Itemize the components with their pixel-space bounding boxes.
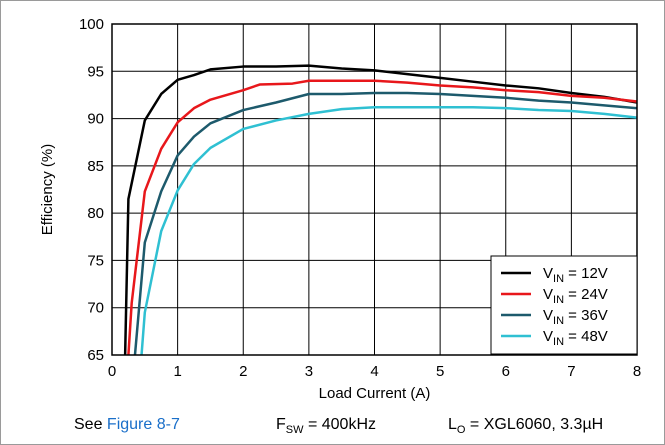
x-tick-label: 8 — [633, 363, 641, 380]
x-tick-label: 2 — [239, 363, 247, 380]
legend-suffix: = — [564, 307, 581, 324]
caption-see-reference: See Figure 8-7 — [74, 416, 180, 434]
plot-border — [111, 23, 638, 356]
x-tick-label: 4 — [370, 363, 378, 380]
x-tick-label: 7 — [567, 363, 575, 380]
legend-suffix: = — [564, 286, 581, 303]
figure-link[interactable]: Figure 8-7 — [106, 416, 180, 433]
caption-see-text: See — [74, 416, 103, 433]
lo-value: = XGL6060, 3.3µH — [465, 416, 604, 433]
caption-inductor: LO = XGL6060, 3.3µH — [448, 416, 603, 436]
legend-prefix: V — [543, 328, 553, 345]
y-axis-label: Efficiency (%) — [39, 144, 56, 235]
x-tick-label: 5 — [436, 363, 444, 380]
y-tick-label: 80 — [87, 205, 104, 222]
y-tick-label: 95 — [87, 63, 104, 80]
legend-subscript: IN — [553, 273, 564, 285]
series-line-48v — [140, 105, 637, 355]
legend-entry-label: VIN = 12V — [543, 265, 608, 285]
legend-entry-label: VIN = 48V — [543, 328, 608, 348]
y-tick-label: 65 — [87, 347, 104, 364]
lo-prefix: L — [448, 416, 457, 433]
fsw-subscript: SW — [285, 424, 304, 437]
fsw-prefix: F — [276, 416, 286, 433]
legend-series-name: 24V — [581, 286, 608, 303]
efficiency-chart: 0 1 2 3 4 5 6 7 8 65 70 75 80 85 90 95 100 Load Current … — [39, 16, 641, 402]
x-axis-label: Load Current (A) — [319, 385, 431, 402]
y-tick-label: 85 — [87, 158, 104, 175]
legend-subscript: IN — [553, 315, 564, 327]
series-layer — [123, 64, 637, 355]
y-tick-label: 100 — [79, 16, 104, 33]
series-line-36v — [133, 91, 637, 355]
y-tick-label: 70 — [87, 300, 104, 317]
x-tick-label: 3 — [305, 363, 313, 380]
tick-layer: 0 1 2 3 4 5 6 7 8 65 70 75 80 85 90 95 100 — [79, 16, 641, 380]
legend-prefix: V — [543, 307, 553, 324]
y-tick-label: 90 — [87, 111, 104, 128]
legend-suffix: = — [564, 265, 581, 282]
legend-series-name: 48V — [581, 328, 608, 345]
y-tick-label: 75 — [87, 252, 104, 269]
legend-subscript: IN — [553, 294, 564, 306]
lo-subscript: O — [456, 424, 466, 437]
caption: See Figure 8-7 FSW = 400kHz LO = XGL6060… — [0, 416, 665, 440]
fsw-value: = 400kHz — [303, 416, 376, 433]
legend-series-name: 36V — [581, 307, 608, 324]
series-line-12v — [123, 64, 637, 355]
caption-switching-frequency: FSW = 400kHz — [276, 416, 376, 436]
x-tick-label: 1 — [173, 363, 181, 380]
legend-entry-label: VIN = 36V — [543, 307, 608, 327]
legend-entry-label: VIN = 24V — [543, 286, 608, 306]
series-line-24v — [127, 79, 637, 355]
legend-subscript: IN — [553, 336, 564, 348]
x-tick-label: 0 — [108, 363, 116, 380]
legend-series-name: 12V — [581, 265, 608, 282]
legend-prefix: V — [543, 265, 553, 282]
legend-prefix: V — [543, 286, 553, 303]
legend-suffix: = — [564, 328, 581, 345]
x-tick-label: 6 — [502, 363, 510, 380]
